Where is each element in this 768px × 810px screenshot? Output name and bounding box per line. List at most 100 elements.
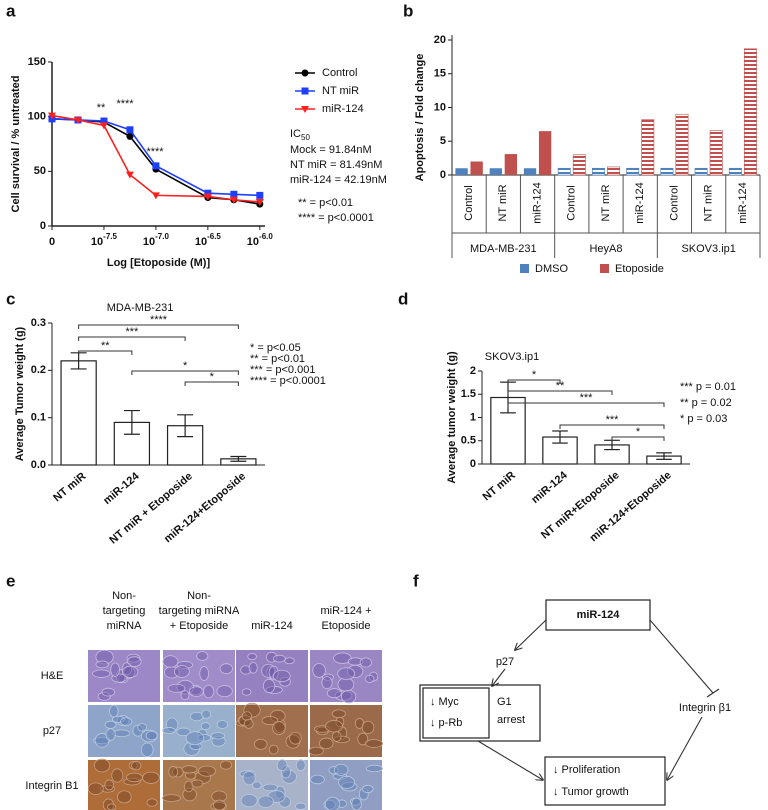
cell	[109, 704, 119, 718]
panel-letter: b	[403, 1, 413, 20]
bar	[694, 167, 708, 176]
data-point	[229, 196, 238, 204]
micrograph	[310, 650, 382, 702]
panel-letter: e	[6, 571, 15, 590]
cell	[111, 768, 124, 783]
bar	[607, 166, 620, 176]
cell	[265, 685, 283, 694]
x-tick-label: miR-124	[529, 469, 570, 506]
panel-letter: f	[413, 571, 419, 590]
y-tick-label: 100	[28, 111, 46, 123]
significance-label: **	[101, 340, 110, 352]
chart-title: MDA-MB-231	[107, 302, 174, 314]
inhibition-bar	[706, 688, 720, 698]
cell	[257, 795, 274, 808]
significance-bracket	[507, 402, 665, 407]
cell	[240, 793, 258, 808]
cell	[95, 649, 114, 665]
y-axis-label: Apoptosis / Fold change	[414, 54, 426, 182]
cell	[361, 720, 375, 734]
cell	[272, 669, 291, 683]
panel-letter: c	[6, 289, 15, 308]
node-label: p27	[496, 656, 514, 668]
cell	[272, 721, 286, 735]
bar	[743, 48, 757, 176]
cell	[126, 653, 141, 663]
cell	[365, 764, 383, 773]
cell	[174, 665, 190, 678]
cell	[199, 666, 209, 681]
error-bar	[230, 455, 247, 462]
cell	[197, 733, 212, 742]
significance-label: ****	[150, 314, 168, 326]
cell	[323, 799, 336, 810]
legend-label: miR-124	[322, 103, 364, 115]
cell	[189, 686, 204, 697]
cell	[104, 720, 117, 729]
bar	[709, 130, 723, 176]
cell	[197, 728, 208, 739]
group-label: HeyA8	[589, 243, 622, 255]
legend-marker	[301, 69, 309, 77]
cell	[92, 669, 111, 678]
cell	[295, 759, 306, 772]
series-line	[51, 114, 260, 203]
significance-label: ****	[146, 146, 164, 158]
cell	[220, 760, 232, 770]
y-tick-label: 0	[470, 458, 476, 470]
significance-label: *	[636, 426, 641, 438]
cell	[180, 690, 190, 701]
node-label: ↓ p-Rb	[430, 717, 462, 729]
row-label: p27	[43, 725, 61, 737]
significance-label: *	[532, 369, 537, 381]
ic50-line: NT miR = 81.49nM	[290, 159, 382, 171]
cell	[203, 684, 215, 699]
data-point	[255, 198, 264, 206]
panel-letter: d	[398, 289, 408, 308]
cell	[280, 765, 292, 779]
cell	[284, 657, 295, 665]
x-tick-label: miR-124	[737, 182, 749, 224]
significance-bracket	[184, 381, 239, 386]
bar	[489, 168, 502, 175]
note: * = p<0.05	[250, 342, 301, 354]
y-tick-label: 5	[440, 135, 446, 147]
cell	[116, 790, 132, 804]
row-label: H&E	[41, 670, 64, 682]
x-axis-label: Log [Etoposide (M)]	[107, 257, 211, 269]
legend-label: Control	[322, 67, 357, 79]
cell	[235, 719, 251, 727]
column-header: miR-124 +	[320, 605, 371, 617]
y-tick-label: 0.0	[31, 459, 46, 471]
cell	[105, 728, 116, 741]
legend-swatch	[520, 264, 529, 273]
bar	[660, 167, 674, 176]
ic50-line: miR-124 = 42.19nM	[290, 174, 387, 186]
cell	[308, 746, 324, 756]
data-point	[73, 116, 82, 124]
cell	[162, 794, 181, 802]
cell	[183, 780, 194, 793]
y-tick-label: 50	[34, 165, 46, 177]
cell	[328, 766, 339, 775]
bar	[557, 167, 571, 176]
bar	[641, 119, 655, 176]
data-point	[204, 189, 212, 197]
legend-marker	[301, 106, 309, 113]
cell	[337, 667, 355, 680]
data-point	[48, 112, 56, 120]
cell	[104, 779, 115, 791]
ic50-title: IC50	[290, 128, 310, 142]
note: **** = p<0.0001	[250, 375, 326, 387]
cell	[261, 663, 276, 678]
box	[544, 756, 666, 806]
y-tick-label: 10	[434, 101, 446, 113]
x-tick-label: NT miR	[481, 469, 518, 503]
cell	[120, 717, 133, 727]
significance-label: **	[97, 102, 106, 114]
micrograph	[88, 705, 160, 757]
cell	[357, 732, 369, 746]
cell	[276, 759, 288, 772]
bar	[592, 167, 605, 176]
data-point	[100, 117, 108, 125]
